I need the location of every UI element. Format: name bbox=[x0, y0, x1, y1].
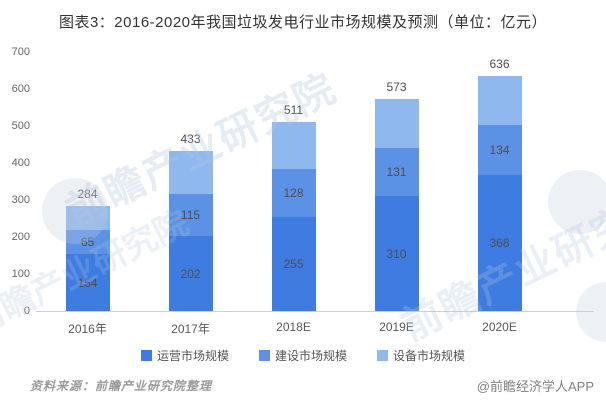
bar-group: 368 134 636 2020E bbox=[448, 52, 551, 334]
legend-marker bbox=[377, 350, 388, 361]
watermark-logo-circle bbox=[576, 282, 606, 342]
bar-group: 202 115 433 2017年 bbox=[139, 52, 242, 336]
bar-total-label: 284 bbox=[77, 186, 98, 201]
bar-segment bbox=[271, 121, 316, 170]
x-category-label: 2016年 bbox=[68, 322, 107, 336]
bar-total-label: 573 bbox=[386, 80, 407, 95]
bar-value-label: 202 bbox=[180, 266, 201, 281]
bar-segment: 115 bbox=[168, 193, 213, 237]
bar-group: 255 128 511 2018E bbox=[242, 52, 345, 334]
legend-marker bbox=[140, 350, 152, 361]
bar-group: 154 65 284 2016年 bbox=[36, 52, 139, 336]
bar-segment: 154 bbox=[65, 254, 110, 311]
source-note: 资料来源：前瞻产业研究院整理 bbox=[30, 379, 213, 393]
legend-label: 运营市场规模 bbox=[156, 349, 229, 363]
bar-segment: 134 bbox=[477, 125, 522, 175]
bar-segment: 65 bbox=[65, 229, 110, 255]
bar-segment: 128 bbox=[271, 169, 316, 217]
legend-item: 设备市场规模 bbox=[377, 347, 465, 364]
bar-segment bbox=[168, 150, 213, 194]
x-category-label: 2018E bbox=[276, 320, 311, 334]
bar-value-label: 65 bbox=[80, 235, 95, 249]
bar-value-label: 368 bbox=[489, 235, 510, 250]
bar-total-label: 511 bbox=[283, 102, 304, 117]
y-tick-label: 400 bbox=[11, 157, 30, 169]
bar-segment bbox=[374, 99, 419, 148]
bar-value-label: 255 bbox=[283, 256, 304, 271]
y-tick-label: 700 bbox=[11, 46, 30, 58]
bar-group: 310 131 573 2019E bbox=[345, 52, 448, 334]
bar-segment: 202 bbox=[168, 236, 213, 311]
bar-value-label: 134 bbox=[489, 143, 510, 158]
legend-label: 建设市场规模 bbox=[274, 349, 347, 363]
bar-segment bbox=[477, 75, 522, 126]
x-category-label: 2019E bbox=[379, 320, 414, 334]
y-tick-label: 600 bbox=[11, 83, 30, 95]
x-category-label: 2020E bbox=[482, 320, 517, 334]
bar-value-label: 115 bbox=[180, 207, 201, 222]
bar-segment: 310 bbox=[374, 196, 419, 311]
plot-area: 154 65 284 2016年 202 115 433 2017年 255 128 511 2018… bbox=[36, 52, 551, 336]
stacked-bar: 368 134 636 bbox=[477, 57, 522, 311]
watermark-logo-circle bbox=[548, 170, 606, 234]
x-axis-line bbox=[36, 311, 594, 312]
stacked-bar: 255 128 511 bbox=[271, 103, 316, 311]
stacked-bar: 202 115 433 bbox=[168, 132, 213, 311]
chart-title: 图表3：2016-2020年我国垃圾发电行业市场规模及预测（单位：亿元） bbox=[58, 14, 548, 31]
stacked-bar: 154 65 284 bbox=[65, 187, 110, 311]
legend-item: 建设市场规模 bbox=[258, 347, 347, 364]
bar-value-label: 310 bbox=[386, 246, 407, 261]
bar-value-label: 154 bbox=[77, 275, 98, 290]
bar-value-label: 128 bbox=[283, 185, 304, 200]
bar-segment: 131 bbox=[374, 147, 419, 197]
legend-marker bbox=[258, 350, 270, 361]
bar-segment: 368 bbox=[477, 174, 522, 311]
y-tick-label: 300 bbox=[11, 194, 30, 206]
y-tick-label: 200 bbox=[11, 231, 30, 243]
stacked-bar: 310 131 573 bbox=[374, 80, 419, 311]
legend-label: 设备市场规模 bbox=[393, 349, 466, 363]
y-tick-label: 100 bbox=[11, 268, 30, 280]
y-tick-label: 500 bbox=[11, 120, 30, 132]
x-category-label: 2017年 bbox=[171, 322, 210, 336]
bar-total-label: 433 bbox=[180, 131, 201, 146]
legend: 运营市场规模 建设市场规模 设备市场规模 bbox=[0, 347, 606, 364]
bar-total-label: 636 bbox=[489, 56, 510, 71]
y-tick-label: 0 bbox=[23, 305, 30, 317]
bar-value-label: 131 bbox=[386, 165, 407, 180]
brand-note: @前瞻经济学人APP bbox=[476, 379, 594, 394]
bar-segment: 255 bbox=[271, 216, 316, 311]
legend-item: 运营市场规模 bbox=[140, 347, 229, 364]
bar-segment bbox=[65, 205, 110, 230]
